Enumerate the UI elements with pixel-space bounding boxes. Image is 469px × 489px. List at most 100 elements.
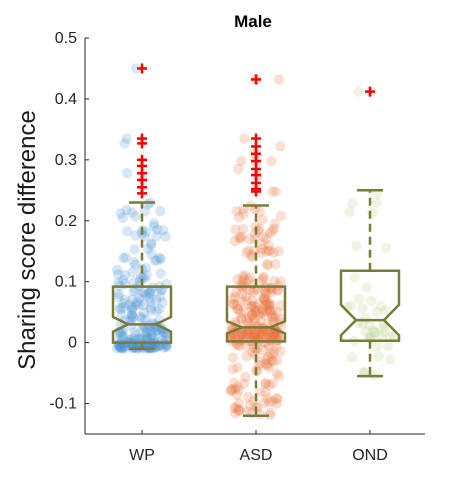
data-point <box>146 248 157 260</box>
data-point <box>236 313 247 325</box>
data-point <box>248 300 259 312</box>
data-point <box>373 351 385 362</box>
data-point <box>121 204 132 216</box>
data-point <box>231 206 242 217</box>
data-point <box>264 306 275 317</box>
data-point <box>119 294 131 305</box>
data-point <box>143 287 155 298</box>
data-point <box>267 186 278 197</box>
data-point <box>149 255 161 266</box>
data-point <box>134 299 145 310</box>
data-point <box>245 301 257 313</box>
data-point <box>251 305 262 317</box>
data-point <box>272 285 283 296</box>
data-point <box>266 306 278 317</box>
data-point <box>138 307 150 319</box>
data-point <box>380 305 391 316</box>
data-point <box>246 249 257 261</box>
data-point <box>259 299 271 311</box>
data-point <box>265 348 276 359</box>
data-point <box>250 344 261 355</box>
data-point <box>243 312 255 324</box>
data-point <box>227 364 238 375</box>
data-point <box>115 329 127 340</box>
data-point <box>151 305 162 316</box>
data-point <box>257 214 268 225</box>
data-point <box>152 224 163 235</box>
data-point <box>115 208 126 219</box>
data-point <box>137 323 148 334</box>
data-point <box>235 279 246 291</box>
data-point <box>245 272 256 283</box>
data-point <box>113 291 124 303</box>
data-point <box>271 398 283 409</box>
data-point <box>116 310 127 321</box>
data-point <box>246 300 257 312</box>
data-point <box>131 299 142 310</box>
data-point <box>161 331 172 342</box>
data-point <box>249 326 260 338</box>
data-point <box>268 223 280 234</box>
data-point <box>271 355 283 366</box>
data-point <box>233 212 245 223</box>
data-point <box>251 332 262 343</box>
data-point <box>142 323 153 334</box>
data-point <box>258 294 269 305</box>
data-point <box>241 315 252 326</box>
data-point <box>122 226 133 237</box>
data-point <box>236 330 247 341</box>
data-point <box>228 298 239 310</box>
data-point <box>111 343 123 354</box>
data-point <box>269 332 280 343</box>
data-point <box>250 307 262 318</box>
notched-box <box>111 285 173 344</box>
data-point <box>127 266 138 278</box>
data-point <box>121 133 132 144</box>
data-point <box>275 346 286 357</box>
x-tick-label: OND <box>352 447 388 464</box>
data-point <box>128 285 139 297</box>
data-point <box>141 270 152 281</box>
data-point <box>145 305 157 316</box>
data-point <box>257 305 268 317</box>
data-point <box>250 329 262 340</box>
data-point <box>266 311 277 322</box>
data-point <box>242 328 253 340</box>
data-point <box>258 231 269 242</box>
data-point <box>128 277 139 288</box>
data-point <box>242 326 253 337</box>
data-point <box>261 296 272 307</box>
data-point <box>233 397 244 409</box>
data-point <box>260 246 272 257</box>
data-point <box>117 342 128 354</box>
data-point <box>272 393 283 404</box>
data-point <box>238 305 249 317</box>
data-point <box>262 360 273 371</box>
data-point <box>384 331 396 342</box>
data-point <box>117 274 129 286</box>
data-point <box>115 342 126 353</box>
x-tick-label: ASD <box>240 447 273 464</box>
data-point <box>260 354 272 365</box>
data-point <box>242 245 254 256</box>
data-point <box>234 232 245 243</box>
data-point <box>233 384 245 395</box>
data-point <box>155 291 166 302</box>
data-point <box>248 287 259 298</box>
data-point <box>260 378 271 389</box>
data-point <box>119 138 130 149</box>
data-point <box>250 221 261 232</box>
data-point <box>255 357 266 368</box>
data-point <box>249 329 260 340</box>
data-point <box>160 341 172 352</box>
data-point <box>268 247 280 258</box>
data-point <box>234 330 245 341</box>
data-point <box>267 310 279 321</box>
data-point <box>262 260 274 271</box>
data-point <box>256 243 268 255</box>
data-point <box>236 288 247 300</box>
data-point <box>258 271 269 282</box>
data-point <box>375 301 387 312</box>
data-point <box>271 368 282 379</box>
data-point <box>382 340 394 352</box>
